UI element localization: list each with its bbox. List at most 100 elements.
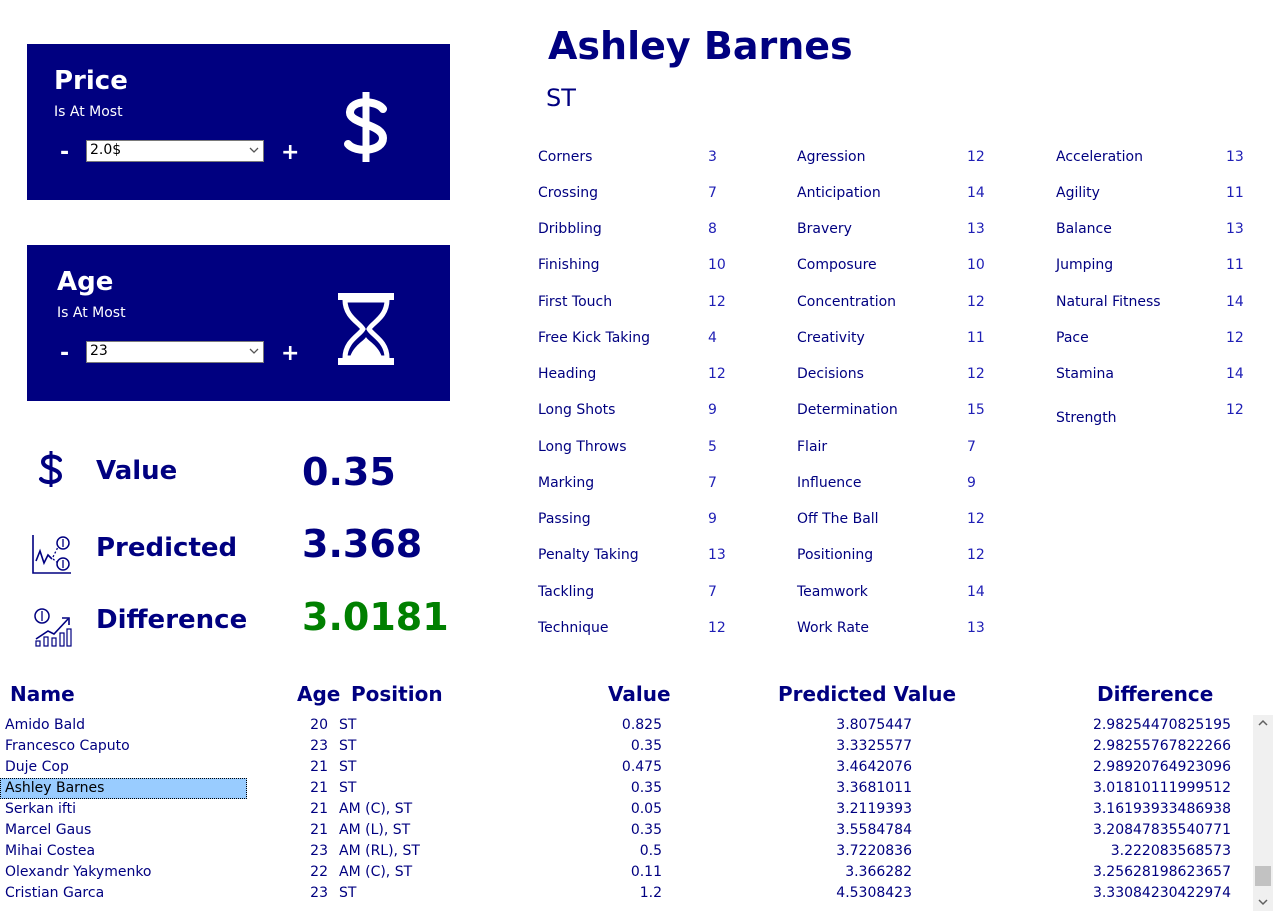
cell-age: 21 bbox=[310, 759, 328, 775]
chevron-down-icon[interactable] bbox=[248, 345, 260, 357]
attribute-value: 7 bbox=[967, 439, 976, 455]
player-name: Ashley Barnes bbox=[548, 24, 853, 68]
predicted-amount: 3.368 bbox=[302, 522, 423, 566]
attribute-value: 12 bbox=[967, 149, 985, 165]
age-decrease-button[interactable]: - bbox=[60, 341, 70, 366]
difference-label: Difference bbox=[96, 605, 248, 635]
dollar-sign-icon bbox=[39, 451, 63, 487]
attribute-value: 11 bbox=[1226, 185, 1244, 201]
attribute-name: Balance bbox=[1056, 221, 1112, 237]
cell-position: ST bbox=[339, 738, 357, 754]
cell-name: Duje Cop bbox=[5, 759, 69, 775]
price-title: Price bbox=[54, 66, 128, 96]
table-row[interactable]: Francesco Caputo 23 ST 0.35 3.3325577 2.98255… bbox=[0, 736, 1253, 757]
cell-difference: 3.222083568573 bbox=[1110, 843, 1231, 859]
cell-predicted-value: 3.3681011 bbox=[836, 780, 912, 796]
attribute-name: Acceleration bbox=[1056, 149, 1143, 165]
cell-difference: 3.20847835540771 bbox=[1092, 822, 1231, 838]
attribute-name: Dribbling bbox=[538, 221, 602, 237]
cell-predicted-value: 3.2119393 bbox=[836, 801, 912, 817]
attribute-name: Crossing bbox=[538, 185, 599, 201]
age-filter-panel: Age Is At Most - 23 + bbox=[27, 245, 450, 401]
price-select[interactable]: 2.0$ bbox=[86, 140, 264, 162]
cell-position: AM (C), ST bbox=[339, 864, 413, 880]
player-position: ST bbox=[546, 84, 576, 112]
column-header-position[interactable]: Position bbox=[351, 682, 443, 706]
value-amount: 0.35 bbox=[302, 450, 396, 494]
attribute-name: Anticipation bbox=[797, 185, 881, 201]
row-selection-highlight bbox=[0, 778, 247, 799]
cell-value: 0.5 bbox=[639, 843, 662, 859]
cell-predicted-value: 3.366282 bbox=[845, 864, 912, 880]
table-row[interactable]: Marcel Gaus 21 AM (L), ST 0.35 3.5584784 3.20… bbox=[0, 820, 1253, 841]
attribute-value: 12 bbox=[967, 294, 985, 310]
table-row[interactable]: Duje Cop 21 ST 0.475 3.4642076 2.989207649230… bbox=[0, 757, 1253, 778]
cell-value: 0.35 bbox=[630, 822, 662, 838]
column-header-predicted-value[interactable]: Predicted Value bbox=[778, 682, 957, 706]
column-header-age[interactable]: Age bbox=[297, 682, 341, 706]
difference-amount: 3.0181 bbox=[302, 595, 449, 639]
table-row[interactable]: Cristian Garca 23 ST 1.2 4.5308423 3.33084230… bbox=[0, 883, 1253, 904]
table-row[interactable]: Ashley Barnes 21 ST 0.35 3.3681011 3.01810111… bbox=[0, 778, 1253, 799]
price-increase-button[interactable]: + bbox=[281, 140, 300, 165]
cell-name: Ashley Barnes bbox=[5, 780, 105, 796]
price-decrease-button[interactable]: - bbox=[60, 140, 70, 165]
attribute-name: Finishing bbox=[538, 257, 600, 273]
cell-name: Cristian Garca bbox=[5, 885, 105, 901]
attribute-name: Agression bbox=[797, 149, 866, 165]
cell-position: ST bbox=[339, 780, 357, 796]
cell-position: AM (C), ST bbox=[339, 801, 413, 817]
cell-difference: 2.98254470825195 bbox=[1092, 717, 1231, 733]
table-row[interactable]: Serkan ifti 21 AM (C), ST 0.05 3.2119393 3.16… bbox=[0, 799, 1253, 820]
value-label: Value bbox=[96, 456, 178, 486]
attribute-name: Heading bbox=[538, 366, 597, 382]
attribute-value: 13 bbox=[967, 221, 985, 237]
attribute-name: Influence bbox=[797, 475, 862, 491]
attribute-value: 13 bbox=[708, 547, 726, 563]
chevron-down-icon[interactable] bbox=[248, 144, 260, 156]
attribute-name: Off The Ball bbox=[797, 511, 879, 527]
column-header-difference[interactable]: Difference bbox=[1097, 682, 1214, 706]
cell-value: 0.35 bbox=[630, 738, 662, 754]
attribute-name: Stamina bbox=[1056, 366, 1114, 382]
attribute-value: 12 bbox=[967, 511, 985, 527]
attribute-name: Bravery bbox=[797, 221, 852, 237]
chevron-down-icon[interactable] bbox=[1257, 897, 1269, 907]
attribute-name: Long Throws bbox=[538, 439, 627, 455]
table-row[interactable]: Olexandr Yakymenko 22 AM (C), ST 0.11 3.3662… bbox=[0, 862, 1253, 883]
attribute-value: 4 bbox=[708, 330, 717, 346]
list-scrollbar[interactable] bbox=[1253, 715, 1273, 911]
age-select[interactable]: 23 bbox=[86, 341, 264, 363]
chevron-up-icon[interactable] bbox=[1257, 718, 1269, 728]
attribute-name: Agility bbox=[1056, 185, 1100, 201]
cell-difference: 3.01810111999512 bbox=[1092, 780, 1231, 796]
attribute-value: 9 bbox=[708, 511, 717, 527]
cell-difference: 3.16193933486938 bbox=[1092, 801, 1231, 817]
attribute-value: 12 bbox=[967, 366, 985, 382]
cell-name: Mihai Costea bbox=[5, 843, 96, 859]
cell-predicted-value: 3.7220836 bbox=[836, 843, 912, 859]
attribute-name: Work Rate bbox=[797, 620, 870, 636]
cell-age: 21 bbox=[310, 822, 328, 838]
cell-position: ST bbox=[339, 759, 357, 775]
column-header-value[interactable]: Value bbox=[608, 682, 671, 706]
scrollbar-thumb[interactable] bbox=[1255, 866, 1271, 886]
cell-difference: 3.33084230422974 bbox=[1092, 885, 1231, 901]
age-select-value: 23 bbox=[90, 343, 108, 359]
age-title: Age bbox=[57, 267, 114, 297]
attribute-name: Penalty Taking bbox=[538, 547, 639, 563]
attribute-value: 13 bbox=[1226, 221, 1244, 237]
cell-name: Olexandr Yakymenko bbox=[5, 864, 152, 880]
age-increase-button[interactable]: + bbox=[281, 341, 300, 366]
table-row[interactable]: Mihai Costea 23 AM (RL), ST 0.5 3.7220836 3.2… bbox=[0, 841, 1253, 862]
column-header-name[interactable]: Name bbox=[10, 682, 75, 706]
cell-position: ST bbox=[339, 717, 357, 733]
price-select-value: 2.0$ bbox=[90, 142, 122, 158]
cell-age: 21 bbox=[310, 780, 328, 796]
cell-difference: 2.98920764923096 bbox=[1092, 759, 1231, 775]
attribute-value: 9 bbox=[708, 402, 717, 418]
table-row[interactable]: Amido Bald 20 ST 0.825 3.8075447 2.9825447082… bbox=[0, 715, 1253, 736]
attribute-name: Corners bbox=[538, 149, 593, 165]
attribute-value: 5 bbox=[708, 439, 717, 455]
attribute-value: 10 bbox=[708, 257, 726, 273]
